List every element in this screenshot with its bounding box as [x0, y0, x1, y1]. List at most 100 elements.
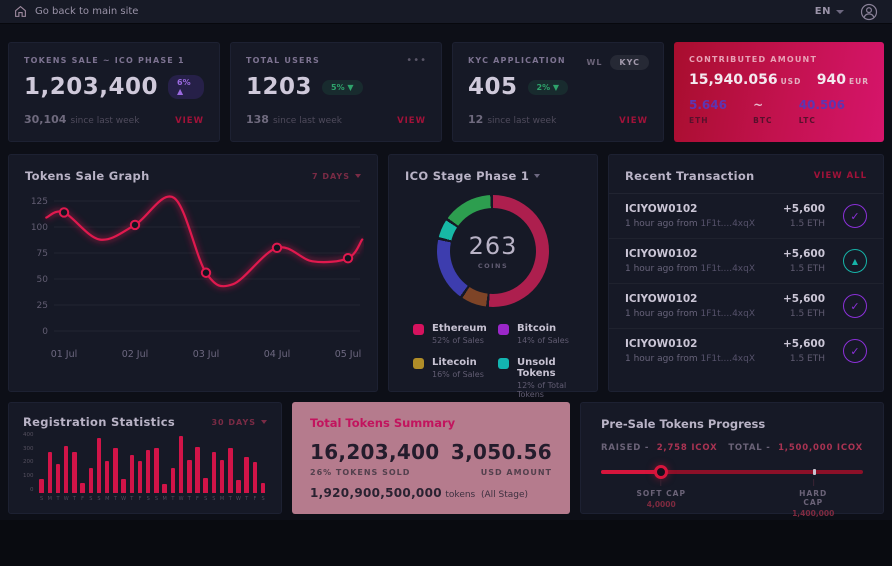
- legend-swatch: [413, 358, 424, 369]
- trend-badge: 5% ▼: [322, 79, 363, 95]
- bar: [178, 436, 184, 493]
- usd-amount-value: 3,050.56: [450, 440, 552, 464]
- bar: [104, 461, 110, 493]
- bar: [96, 438, 102, 493]
- presale-progress-slider: SOFT CAP 4,0000 HARD CAP 1,400,000: [601, 465, 863, 518]
- raised-amount: RAISED - 2,758 ICOX: [601, 443, 718, 453]
- transaction-row[interactable]: ICIYOW0102 1 hour ago from 1F1t....4xqX …: [609, 194, 883, 239]
- transaction-amounts: +5,600 1.5 ETH: [783, 338, 825, 364]
- transaction-row[interactable]: ICIYOW0102 1 hour ago from 1F1t....4xqX …: [609, 329, 883, 373]
- bar: [211, 452, 217, 493]
- usd-amount: 15,940.056 USD: [689, 72, 802, 88]
- more-menu-icon[interactable]: •••: [406, 55, 427, 66]
- bar: [195, 447, 200, 493]
- bar: [137, 461, 143, 493]
- transaction-id: ICIYOW0102: [625, 293, 698, 305]
- range-dropdown[interactable]: 7 DAYS: [312, 172, 361, 181]
- presale-progress-panel: Pre-Sale Tokens Progress RAISED - 2,758 …: [580, 402, 884, 518]
- registration-statistics-panel: Registration Statistics 30 DAYS 400 300 20…: [8, 402, 282, 514]
- bar: [121, 479, 126, 493]
- tokens-sold-label: 26% TOKENS SOLD: [310, 468, 411, 477]
- svg-text:125: 125: [31, 197, 48, 207]
- transaction-amount: +5,600: [782, 293, 825, 305]
- transaction-info: ICIYOW0102 1 hour ago from 1F1t....4xqX: [625, 248, 755, 274]
- user-avatar-icon[interactable]: [860, 3, 878, 21]
- back-to-main-site-link[interactable]: Go back to main site: [14, 5, 138, 18]
- slider-track[interactable]: [601, 470, 863, 474]
- legend-detail: 52% of Sales: [432, 336, 484, 345]
- transaction-eth: 1.5 ETH: [789, 354, 825, 364]
- tokens-sale-line-chart: 125 100 75 50 25 0 01 Jul 02 Jul 03 Jul 04 Jul 05 …: [31, 194, 364, 360]
- legend-name: Litecoin: [432, 357, 477, 368]
- transaction-meta: 1 hour ago from 1F1t....4xqX: [625, 219, 756, 229]
- svg-text:02 Jul: 02 Jul: [122, 349, 149, 360]
- transaction-amounts: +5,600 1.5 ETH: [783, 203, 825, 229]
- view-all-link[interactable]: VIEW ALL: [813, 171, 867, 181]
- total-users-card: TOTAL USERS ••• 1203 5% ▼ 138 since last …: [230, 42, 442, 142]
- svg-text:0: 0: [42, 327, 48, 337]
- bar: [244, 457, 249, 493]
- bar-chart-y-axis: 400 300 200 100 0: [23, 432, 34, 493]
- donut-center-value: 263: [468, 232, 518, 260]
- bar: [154, 448, 159, 493]
- wl-toggle[interactable]: WL: [586, 58, 603, 67]
- view-link[interactable]: VIEW: [619, 116, 648, 126]
- bar-chart-bars: [38, 433, 268, 493]
- transaction-info: ICIYOW0102 1 hour ago from 1F1t....4xqX: [625, 203, 755, 229]
- svg-text:25: 25: [37, 301, 48, 311]
- kyc-toggle[interactable]: KYC: [610, 55, 649, 70]
- check-icon: ✓: [843, 204, 867, 228]
- transaction-amount: +5,600: [782, 203, 825, 215]
- transaction-row[interactable]: ICIYOW0102 1 hour ago from 1F1t....4xqX …: [609, 239, 883, 284]
- bar: [72, 452, 77, 493]
- hard-cap-tick: [813, 469, 817, 475]
- transaction-id: ICIYOW0102: [625, 338, 698, 350]
- footer-strip: [0, 520, 892, 566]
- card-label: KYC APPLICATION: [468, 56, 566, 65]
- soft-cap-marker: SOFT CAP 4,0000: [637, 479, 686, 509]
- range-dropdown[interactable]: 30 DAYS: [211, 418, 267, 427]
- panel-title: Registration Statistics: [23, 415, 175, 429]
- transaction-amount: +5,600: [782, 338, 825, 350]
- transaction-row[interactable]: ICIYOW0102 1 hour ago from 1F1t....4xqX …: [609, 284, 883, 329]
- svg-text:75: 75: [37, 249, 48, 259]
- panel-title: Pre-Sale Tokens Progress: [601, 417, 766, 431]
- ico-stage-dropdown[interactable]: ICO Stage Phase 1: [405, 169, 541, 183]
- stat-cards-row: TOKENS SALE ~ ICO PHASE 1 1,203,400 6% ▲…: [8, 42, 884, 142]
- bar: [88, 468, 94, 493]
- bar: [55, 464, 61, 493]
- bar: [145, 450, 151, 493]
- legend-item: Bitcoin 14% of Sales: [498, 323, 577, 345]
- bar: [228, 448, 233, 493]
- chevron-down-icon: [836, 9, 844, 14]
- slider-knob[interactable]: [654, 465, 669, 479]
- bar: [260, 483, 266, 493]
- bar: [170, 468, 176, 493]
- language-selector[interactable]: EN: [815, 6, 844, 17]
- total-tokens-line: 1,920,900,500,000 tokens (All Stage): [310, 486, 529, 500]
- slider-fill: [601, 470, 662, 474]
- transaction-eth: 1.5 ETH: [789, 219, 825, 229]
- delta-note: since last week: [70, 116, 140, 126]
- view-link[interactable]: VIEW: [175, 116, 204, 126]
- transaction-info: ICIYOW0102 1 hour ago from 1F1t....4xqX: [625, 338, 755, 364]
- card-label: TOTAL USERS: [246, 56, 321, 65]
- transaction-meta: 1 hour ago from 1F1t....4xqX: [625, 354, 756, 364]
- transaction-meta: 1 hour ago from 1F1t....4xqX: [625, 264, 756, 274]
- bar: [236, 480, 241, 493]
- transaction-list: ICIYOW0102 1 hour ago from 1F1t....4xqX …: [609, 194, 883, 373]
- trend-badge: 6% ▲: [168, 75, 204, 99]
- view-link[interactable]: VIEW: [397, 116, 426, 126]
- bar: [47, 452, 53, 493]
- eth-icon: ▲: [843, 249, 867, 273]
- trend-badge: 2% ▼: [527, 79, 569, 95]
- total-amount: TOTAL - 1,500,000 ICOX: [728, 443, 863, 453]
- ltc-amount: 40.506 LTC: [798, 98, 845, 125]
- donut-legend: Ethereum 52% of Sales Bitcoin 14% of Sales L…: [389, 307, 597, 399]
- bar: [129, 455, 135, 493]
- topbar: Go back to main site EN: [0, 0, 892, 24]
- legend-name: Unsold Tokens: [517, 357, 556, 379]
